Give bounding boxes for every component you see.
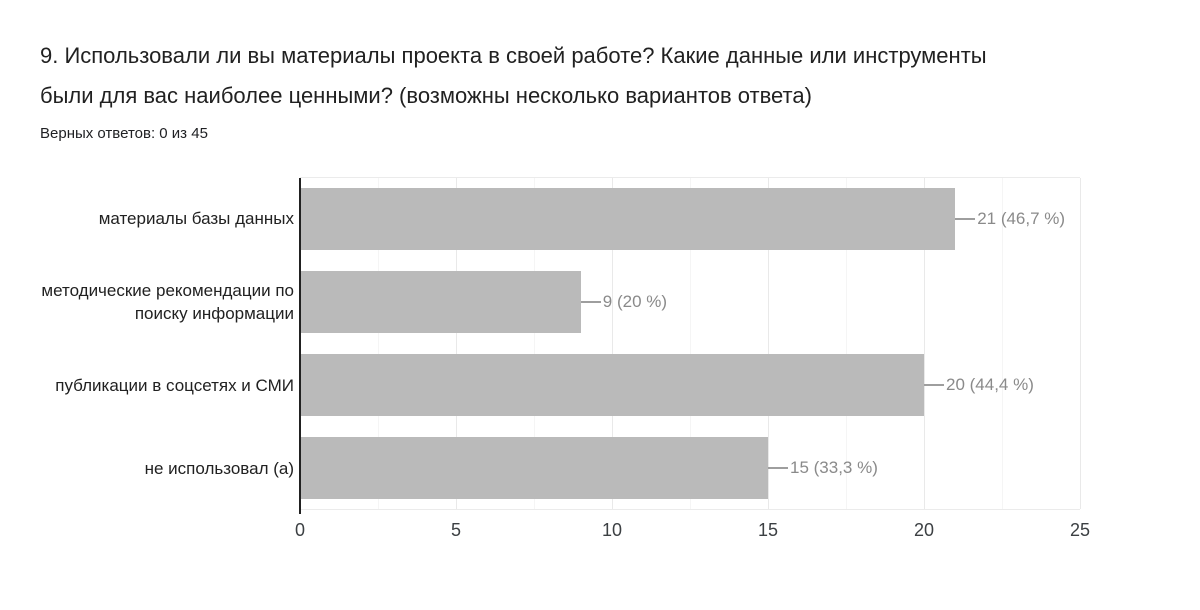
value-annotation: 20 (44,4 %)	[924, 375, 1034, 395]
major-gridline	[768, 178, 769, 509]
minor-gridline	[690, 178, 691, 509]
category-label: публикации в соцсетях и СМИ	[55, 375, 294, 395]
minor-gridline	[378, 178, 379, 509]
x-tick-label: 25	[1069, 520, 1091, 540]
annotation-text: 9 (20 %)	[602, 292, 668, 312]
annotation-connector-line	[955, 218, 976, 221]
value-annotation: 21 (46,7 %)	[955, 209, 1065, 229]
category-axis-labels: материалы базы данных методические рекоме…	[0, 177, 300, 510]
category-label-row: материалы базы данных	[0, 177, 300, 260]
bar-row: 15 (33,3 %)	[300, 426, 1080, 509]
annotation-text: 20 (44,4 %)	[946, 374, 1034, 394]
annotation-connector-line	[580, 301, 601, 304]
category-label-row: методические рекомендации по поиску инфо…	[0, 260, 300, 343]
bar	[300, 436, 768, 499]
major-gridline	[612, 178, 613, 509]
major-gridline	[1080, 178, 1081, 509]
bar-row: 9 (20 %)	[300, 261, 1080, 344]
category-label-row: не использовал (а)	[0, 427, 300, 510]
annotation-text: 15 (33,3 %)	[790, 457, 878, 477]
correct-answers-subtitle: Верных ответов: 0 из 45	[40, 125, 208, 142]
plot-area: 21 (46,7 %) 9 (20 %) 20 (44,4 %) 15 (33,3 %…	[299, 177, 1081, 514]
annotation-connector-line	[768, 466, 788, 469]
category-label: методические рекомендации по поиску инфо…	[41, 280, 294, 323]
x-tick-label: 5	[450, 520, 462, 540]
bar-row: 20 (44,4 %)	[300, 344, 1080, 427]
x-tick-label: 15	[757, 520, 779, 540]
minor-gridline	[1002, 178, 1003, 509]
bar	[300, 271, 581, 334]
category-label: материалы базы данных	[98, 209, 294, 229]
annotation-connector-line	[924, 383, 944, 386]
bar-rows: 21 (46,7 %) 9 (20 %) 20 (44,4 %) 15 (33,3 %…	[300, 178, 1080, 509]
category-label: не использовал (а)	[144, 458, 294, 478]
annotation-text: 21 (46,7 %)	[977, 209, 1066, 229]
question-header: 9. Использовали ли вы материалы проекта …	[40, 36, 1170, 144]
major-gridline	[924, 178, 925, 509]
question-title-line2: были для вас наиболее ценными? (возможны…	[40, 83, 812, 108]
major-gridline	[456, 178, 457, 509]
value-annotation: 9 (20 %)	[580, 292, 668, 312]
bar	[300, 353, 924, 416]
category-label-row: публикации в соцсетях и СМИ	[0, 344, 300, 427]
x-tick-label: 10	[601, 520, 623, 540]
x-axis-tick-labels: 0 5 10 15 20 25	[295, 520, 1090, 546]
bar	[300, 188, 956, 251]
x-tick-label: 20	[913, 520, 935, 540]
minor-gridline	[846, 178, 847, 509]
y-axis-line	[299, 178, 301, 514]
value-annotation: 15 (33,3 %)	[768, 458, 878, 478]
x-tick-label: 0	[294, 520, 306, 540]
bar-row: 21 (46,7 %)	[300, 178, 1080, 261]
minor-gridline	[534, 178, 535, 509]
question-title-line1: 9. Использовали ли вы материалы проекта …	[40, 43, 987, 68]
